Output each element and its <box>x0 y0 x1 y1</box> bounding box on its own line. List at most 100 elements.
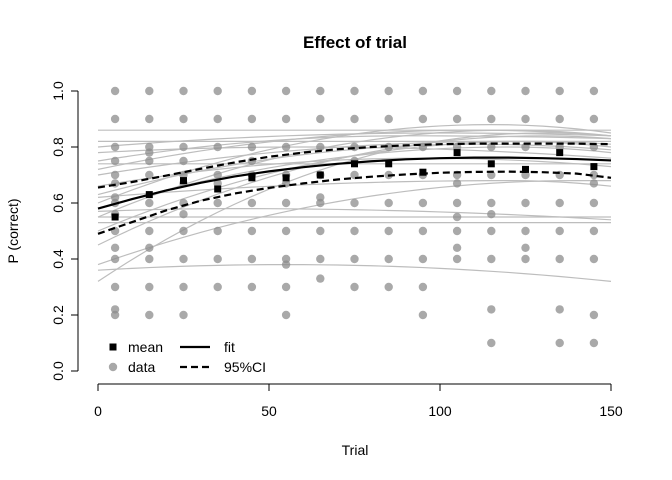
data-point <box>555 305 564 314</box>
data-point <box>247 114 257 124</box>
data-point <box>452 254 462 264</box>
data-point <box>418 86 428 96</box>
data-point <box>452 243 462 252</box>
data-point <box>110 254 120 264</box>
data-point <box>350 226 359 236</box>
legend-mean-marker <box>109 343 117 351</box>
data-point <box>350 114 359 124</box>
data-point <box>487 86 496 96</box>
data-point <box>281 86 291 96</box>
data-point <box>555 198 564 208</box>
data-point <box>589 114 599 124</box>
data-point <box>281 254 291 264</box>
data-point <box>589 170 599 180</box>
data-point <box>384 114 393 124</box>
data-point <box>487 305 496 314</box>
data-point <box>316 254 325 264</box>
individual-fit-curve-7 <box>97 263 612 282</box>
data-point <box>145 226 154 236</box>
data-point <box>521 86 530 96</box>
data-point <box>452 198 462 208</box>
data-point <box>521 254 530 264</box>
data-point <box>350 198 359 208</box>
data-point <box>213 114 222 124</box>
data-point <box>281 198 291 208</box>
ci-upper-curve <box>97 142 612 189</box>
data-point <box>487 254 496 264</box>
mean-marker <box>316 171 324 179</box>
data-point <box>179 226 188 236</box>
y-tick-label: 0.6 <box>50 193 66 213</box>
x-tick-label: 50 <box>261 403 277 419</box>
data-point <box>555 338 564 348</box>
legend: mean fit data 95%CI <box>108 339 266 375</box>
mean-marker <box>214 185 222 193</box>
individual-fit-curve-9 <box>97 180 611 266</box>
mean-marker <box>522 165 529 173</box>
data-point <box>110 114 120 124</box>
mean-marker <box>248 174 256 182</box>
data-point <box>418 198 428 208</box>
data-point <box>145 243 154 252</box>
data-point <box>145 310 154 320</box>
legend-fit-label: fit <box>224 339 235 355</box>
data-point <box>281 310 291 320</box>
data-point <box>281 226 291 236</box>
data-point <box>110 193 120 202</box>
data-point <box>110 170 120 180</box>
data-point <box>384 254 393 264</box>
data-point <box>179 254 188 264</box>
axis-ticks: 0 50 100 150 0.0 0.2 0.4 0.6 0.8 1.0 <box>50 81 623 419</box>
mean-marker <box>111 213 119 221</box>
data-point <box>110 243 120 252</box>
data-point <box>521 198 530 208</box>
chart-title: Effect of trial <box>303 33 407 52</box>
mean-marker <box>487 160 495 168</box>
mean-marker <box>180 177 187 185</box>
individual-fit-curve-6 <box>97 207 612 221</box>
data-point <box>213 142 222 152</box>
data-point <box>179 310 188 320</box>
data-point <box>179 114 188 124</box>
data-point <box>384 226 393 236</box>
data-point <box>179 142 188 152</box>
data-point <box>281 142 291 152</box>
mean-marker <box>145 191 153 199</box>
data-point <box>521 142 530 152</box>
data-point <box>213 170 222 180</box>
data-point <box>110 86 120 96</box>
mean-marker <box>419 168 427 176</box>
data-point <box>487 338 496 348</box>
data-point <box>521 114 530 124</box>
data-point <box>487 210 496 219</box>
data-point <box>145 156 154 166</box>
data-point <box>179 86 188 96</box>
data-point <box>589 226 599 236</box>
data-point <box>589 179 599 188</box>
data-point <box>452 212 462 222</box>
y-tick-label: 0.2 <box>50 305 66 325</box>
data-point <box>179 210 188 219</box>
data-point <box>145 114 154 124</box>
mean-marker <box>590 163 598 171</box>
data-point <box>145 86 154 96</box>
legend-mean-label: mean <box>128 339 163 355</box>
data-point <box>110 282 120 292</box>
data-point <box>384 198 393 208</box>
data-point <box>418 310 428 320</box>
data-point <box>521 243 530 252</box>
axes <box>77 91 611 385</box>
data-point <box>213 198 222 208</box>
data-point <box>316 86 325 96</box>
legend-ci-label: 95%CI <box>224 359 266 375</box>
data-point <box>384 282 393 292</box>
data-point <box>110 156 120 166</box>
data-point <box>213 86 222 96</box>
data-point <box>145 198 154 208</box>
mean-marker <box>453 149 461 157</box>
data-points <box>110 86 599 348</box>
data-point <box>145 170 154 180</box>
mean-marker <box>385 160 393 168</box>
data-point <box>179 156 188 166</box>
